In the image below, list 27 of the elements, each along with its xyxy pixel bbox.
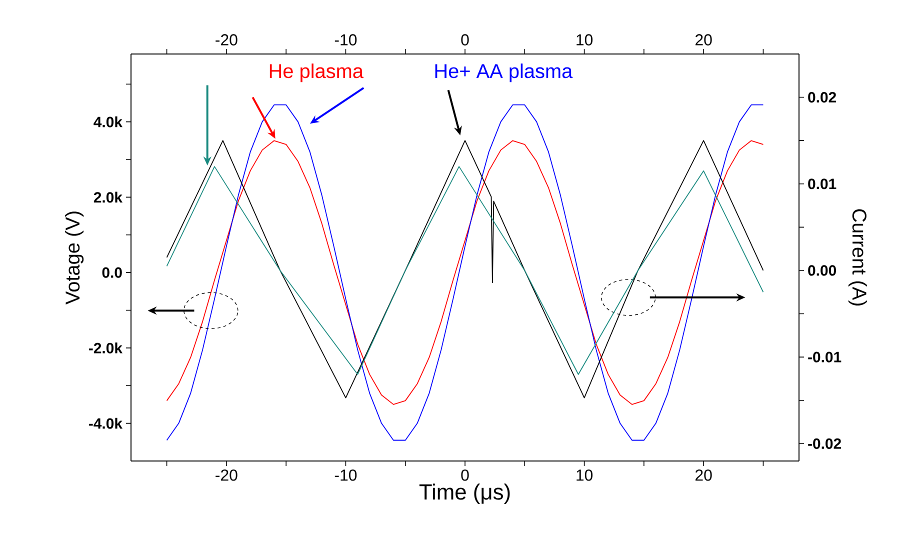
y-axis-title: Votage (V) — [65, 212, 84, 304]
x2-tick-label: 20 — [696, 470, 712, 481]
line-series — [166, 166, 764, 375]
y2-tick-label: 0.02 — [808, 92, 836, 103]
y2-axis-title: Current (A) — [848, 209, 867, 306]
x2-tick-label: 0 — [461, 470, 469, 481]
x-tick-label: 10 — [576, 34, 593, 46]
x-tick-label: -20 — [216, 34, 238, 46]
y-tick-label: 0.0 — [102, 267, 122, 278]
y2-tick-label: -0.01 — [808, 352, 842, 362]
x-axis-title: Time (μs) — [419, 484, 510, 504]
y-tick-label: -4.0k — [89, 418, 123, 429]
y2-tick-label: -0.02 — [808, 438, 841, 449]
y-tick-label: -2.0k — [89, 342, 123, 354]
series-label: He+ AA plasma — [435, 64, 573, 82]
y-tick-label: 4.0k — [94, 116, 123, 128]
x-tick-label: -10 — [334, 34, 357, 46]
x-tick-label: 20 — [696, 34, 712, 46]
y2-tick-label: 0.00 — [808, 265, 836, 276]
x2-tick-label: -10 — [334, 470, 357, 481]
x2-tick-label: -20 — [216, 470, 238, 481]
line-series — [166, 104, 764, 441]
y-tick-label: 2.0k — [94, 192, 123, 203]
y2-tick-label: 0.01 — [808, 178, 836, 190]
x-tick-label: 0 — [461, 34, 469, 46]
text: He plasma — [270, 64, 364, 82]
x2-tick-label: 10 — [576, 470, 593, 481]
